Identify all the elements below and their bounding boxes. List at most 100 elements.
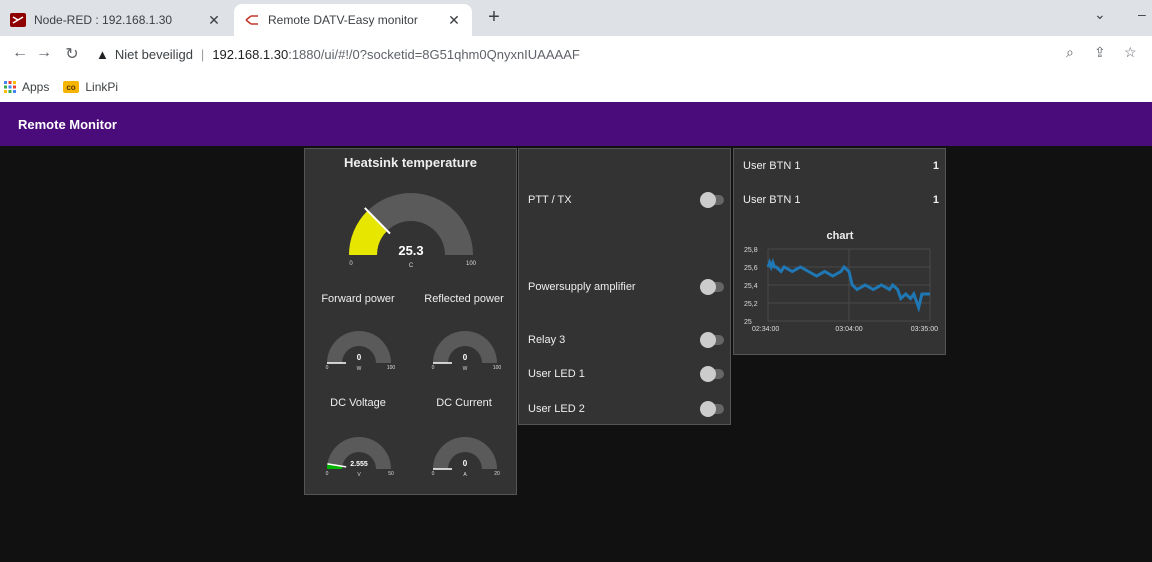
gauge-min: 0 — [349, 261, 353, 267]
switch-ptt-tx[interactable]: PTT / TX — [528, 190, 724, 210]
heatsink-gauge: 25.3 0 C 100 — [349, 193, 477, 269]
gauge-min: 0 — [432, 365, 435, 371]
share-icon[interactable]: ⇪ — [1094, 44, 1106, 60]
back-icon[interactable]: ← — [12, 44, 28, 61]
temperature-chart: chart 25 25,2 25,4 25,6 25,8 02:34:00 03:04:0… — [744, 230, 938, 333]
gauge-value: 25.3 — [398, 243, 423, 258]
chart-title: chart — [827, 230, 854, 242]
close-tab-icon[interactable]: ✕ — [448, 11, 460, 28]
y-tick-label: 25 — [744, 319, 752, 326]
y-tick-label: 25,4 — [744, 283, 758, 290]
warning-triangle-icon[interactable]: ▲ — [96, 46, 109, 62]
apps-grid-icon — [4, 81, 16, 93]
gauge-max: 20 — [494, 471, 500, 477]
dc-voltage-gauge: 2.555 0 V 50 — [326, 437, 394, 478]
gauge-min: 0 — [326, 471, 329, 477]
dc-current-gauge: 0 0 A 20 — [432, 437, 500, 478]
toggle-switch[interactable] — [700, 332, 724, 348]
chart-series-line — [766, 258, 930, 313]
toggle-knob — [700, 332, 716, 348]
new-tab-icon[interactable]: + — [488, 6, 500, 28]
status-card: User BTN 1 1 User BTN 1 1 chart 25 25,2 25… — [733, 148, 946, 355]
switch-user-led-2[interactable]: User LED 2 — [528, 399, 724, 419]
gauge-track — [433, 331, 497, 363]
gauge-unit: W — [357, 366, 362, 372]
svg-text:co: co — [67, 83, 76, 92]
toggle-switch[interactable] — [700, 279, 724, 295]
bookmark-label: Apps — [22, 80, 50, 94]
zoom-icon[interactable]: ⌕ — [1066, 44, 1074, 60]
y-tick-label: 25,2 — [744, 301, 758, 308]
toggle-switch[interactable] — [700, 366, 724, 382]
reflected-power-title: Reflected power — [424, 293, 504, 305]
gauge-unit: A — [463, 472, 467, 478]
bookmark-apps[interactable]: Apps — [4, 80, 49, 94]
x-tick-label: 02:34:00 — [752, 326, 779, 333]
switch-label: Relay 3 — [528, 334, 566, 346]
browser-tab-strip: Node-RED : 192.168.1.30 ✕ Remote DATV-Ea… — [0, 0, 1152, 36]
switch-label: PTT / TX — [528, 194, 572, 206]
url-path: :1880/ui/#!/0?socketid=8G51qhm0QnyxnIUAA… — [288, 46, 580, 62]
gauges-card: Heatsink temperature 25.3 0 C 100 Forwar… — [304, 148, 517, 495]
minimize-window-icon[interactable]: – — [1138, 6, 1146, 22]
switch-label: User LED 2 — [528, 403, 585, 415]
forward-power-title: Forward power — [321, 293, 395, 305]
close-tab-icon[interactable]: ✕ — [208, 11, 220, 28]
text-value: 1 — [932, 160, 939, 172]
forward-icon[interactable]: → — [36, 44, 52, 61]
y-tick-label: 25,8 — [744, 247, 758, 254]
security-label[interactable]: Niet beveiligd — [114, 46, 193, 62]
tab-title: Remote DATV-Easy monitor — [268, 13, 418, 27]
linkpi-icon: co — [63, 81, 80, 93]
gauge-value: 0 — [357, 353, 362, 362]
url-input[interactable]: ▲ Niet beveiligd | 192.168.1.30 :1880/ui… — [96, 40, 1152, 68]
switches-card: PTT / TX Powersupply amplifier Relay 3 U… — [518, 148, 731, 425]
page-title: Remote Monitor — [18, 116, 117, 132]
switch-relay-3[interactable]: Relay 3 — [528, 330, 724, 350]
forward-power-gauge: 0 0 W 100 — [326, 331, 396, 372]
url-host: 192.168.1.30 — [212, 46, 289, 62]
browser-tab-remote-monitor[interactable]: Remote DATV-Easy monitor ✕ — [234, 4, 472, 36]
x-tick-label: 03:35:00 — [911, 326, 938, 333]
gauge-needle — [327, 463, 347, 468]
toggle-knob — [700, 192, 716, 208]
dc-voltage-title: DC Voltage — [330, 397, 386, 409]
text-user-btn-1: User BTN 1 1 — [743, 191, 939, 209]
toggle-knob — [700, 279, 716, 295]
switch-user-led-1[interactable]: User LED 1 — [528, 364, 724, 384]
gauge-min: 0 — [432, 471, 435, 477]
tab-search-chevron-icon[interactable]: ⌄ — [1094, 6, 1106, 22]
toggle-switch[interactable] — [700, 401, 724, 417]
text-value: 1 — [932, 194, 939, 206]
switch-label: Powersupply amplifier — [528, 281, 636, 293]
url-separator: | — [200, 46, 205, 62]
gauge-value: 2.555 — [350, 461, 368, 468]
gauge-unit: C — [409, 263, 414, 269]
switch-powersupply-amplifier[interactable]: Powersupply amplifier — [528, 277, 724, 297]
heatsink-gauge-title: Heatsink temperature — [344, 155, 477, 170]
reflected-power-gauge: 0 0 W 100 — [432, 331, 502, 372]
bookmark-star-icon[interactable]: ☆ — [1124, 44, 1137, 60]
gauge-max: 100 — [387, 365, 396, 371]
chart-x-axis: 02:34:00 03:04:00 03:35:00 — [752, 326, 938, 333]
reload-icon[interactable]: ↻ — [65, 46, 79, 63]
bookmarks-bar: Apps co LinkPi — [0, 72, 1152, 102]
tab-title: Node-RED : 192.168.1.30 — [34, 13, 173, 27]
gauge-track — [327, 437, 391, 469]
bookmark-label: LinkPi — [85, 80, 119, 94]
gauge-value: 0 — [463, 353, 468, 362]
toggle-switch[interactable] — [700, 192, 724, 208]
gauge-needle — [364, 207, 391, 235]
gauge-max: 100 — [493, 365, 502, 371]
chart-y-axis: 25 25,2 25,4 25,6 25,8 — [744, 247, 758, 326]
text-user-btn-1: User BTN 1 1 — [743, 157, 939, 175]
node-red-favicon-icon — [10, 12, 26, 28]
address-toolbar: ← → ↻ ▲ Niet beveiligd | 192.168.1.30 :1… — [0, 36, 1152, 72]
browser-tab-node-red[interactable]: Node-RED : 192.168.1.30 ✕ — [0, 4, 232, 36]
toggle-knob — [700, 401, 716, 417]
bookmark-linkpi[interactable]: co LinkPi — [63, 80, 118, 94]
gauge-track — [433, 437, 497, 469]
gauge-max: 50 — [388, 471, 394, 477]
gauge-unit: W — [463, 366, 468, 372]
switch-label: User LED 1 — [528, 368, 585, 380]
